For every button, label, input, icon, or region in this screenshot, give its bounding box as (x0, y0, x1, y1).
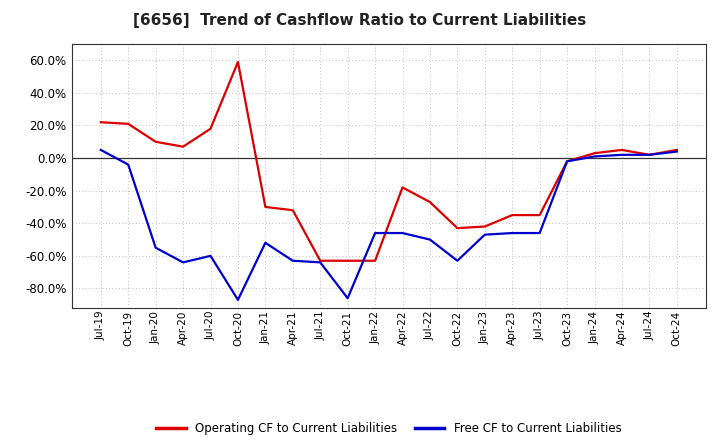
Operating CF to Current Liabilities (563, 159, 572, 164)
Free CF to Current Liabilities (179, 260, 187, 265)
Free CF to Current Liabilities (96, 147, 105, 153)
Operating CF to Current Liabilities (618, 147, 626, 153)
Free CF to Current Liabilities (289, 258, 297, 264)
Operating CF to Current Liabilities (233, 59, 242, 65)
Operating CF to Current Liabilities (343, 258, 352, 264)
Free CF to Current Liabilities (536, 231, 544, 236)
Free CF to Current Liabilities (343, 296, 352, 301)
Free CF to Current Liabilities (233, 297, 242, 302)
Free CF to Current Liabilities (426, 237, 434, 242)
Operating CF to Current Liabilities (124, 121, 132, 126)
Operating CF to Current Liabilities (206, 126, 215, 132)
Operating CF to Current Liabilities (316, 258, 325, 264)
Operating CF to Current Liabilities (672, 147, 681, 153)
Operating CF to Current Liabilities (453, 226, 462, 231)
Free CF to Current Liabilities (206, 253, 215, 258)
Free CF to Current Liabilities (151, 245, 160, 250)
Operating CF to Current Liabilities (96, 120, 105, 125)
Free CF to Current Liabilities (563, 159, 572, 164)
Text: [6656]  Trend of Cashflow Ratio to Current Liabilities: [6656] Trend of Cashflow Ratio to Curren… (133, 13, 587, 28)
Operating CF to Current Liabilities (289, 208, 297, 213)
Operating CF to Current Liabilities (480, 224, 489, 229)
Free CF to Current Liabilities (672, 149, 681, 154)
Free CF to Current Liabilities (124, 162, 132, 167)
Free CF to Current Liabilities (261, 240, 270, 246)
Operating CF to Current Liabilities (590, 150, 599, 156)
Operating CF to Current Liabilities (398, 185, 407, 190)
Free CF to Current Liabilities (398, 231, 407, 236)
Operating CF to Current Liabilities (645, 152, 654, 158)
Free CF to Current Liabilities (453, 258, 462, 264)
Free CF to Current Liabilities (371, 231, 379, 236)
Free CF to Current Liabilities (480, 232, 489, 237)
Free CF to Current Liabilities (645, 152, 654, 158)
Operating CF to Current Liabilities (179, 144, 187, 149)
Operating CF to Current Liabilities (371, 258, 379, 264)
Free CF to Current Liabilities (508, 231, 516, 236)
Line: Operating CF to Current Liabilities: Operating CF to Current Liabilities (101, 62, 677, 261)
Operating CF to Current Liabilities (261, 204, 270, 209)
Operating CF to Current Liabilities (536, 213, 544, 218)
Free CF to Current Liabilities (618, 152, 626, 158)
Free CF to Current Liabilities (590, 154, 599, 159)
Line: Free CF to Current Liabilities: Free CF to Current Liabilities (101, 150, 677, 300)
Operating CF to Current Liabilities (508, 213, 516, 218)
Operating CF to Current Liabilities (426, 199, 434, 205)
Operating CF to Current Liabilities (151, 139, 160, 144)
Legend: Operating CF to Current Liabilities, Free CF to Current Liabilities: Operating CF to Current Liabilities, Fre… (151, 417, 626, 440)
Free CF to Current Liabilities (316, 260, 325, 265)
